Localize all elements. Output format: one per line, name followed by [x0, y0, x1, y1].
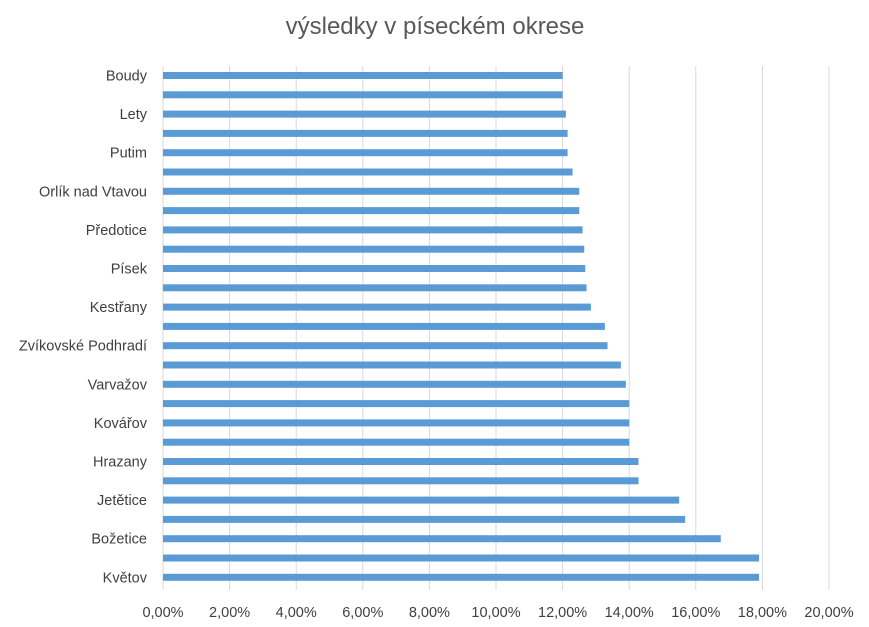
bar: [163, 515, 686, 523]
category-label: Kovářov: [94, 416, 148, 432]
x-tick-label: 12,00%: [538, 605, 587, 621]
x-tick-label: 8,00%: [409, 605, 450, 621]
x-tick-label: 4,00%: [276, 605, 317, 621]
bar: [163, 419, 630, 427]
x-tick-label: 6,00%: [342, 605, 383, 621]
x-axis-tick-labels: 0,00% 2,00% 4,00% 6,00% 8,00% 10,00% 12,00% 14,…: [142, 605, 853, 621]
category-label: Zvíkovské Podhradí: [19, 339, 147, 355]
category-label: Písek: [111, 262, 148, 278]
category-label: Předotice: [86, 223, 147, 239]
bar: [163, 129, 568, 137]
bar: [163, 72, 563, 79]
bar: [163, 554, 760, 562]
bar: [163, 245, 585, 253]
category-label: Kestřany: [90, 300, 148, 316]
bar: [163, 342, 608, 350]
bar: [163, 207, 580, 215]
bar: [163, 496, 680, 504]
bar: [163, 400, 630, 408]
category-label: Hrazany: [93, 455, 148, 471]
x-tick-label: 16,00%: [671, 605, 720, 621]
bar: [163, 187, 580, 195]
x-tick-label: 10,00%: [471, 605, 520, 621]
bar: [163, 303, 591, 311]
category-label: Varvažov: [88, 377, 148, 393]
x-tick-label: 2,00%: [209, 605, 250, 621]
x-tick-label: 18,00%: [738, 605, 787, 621]
category-label: Jetětice: [97, 493, 147, 509]
bar: [163, 458, 639, 465]
bar: [163, 380, 626, 388]
bar: [163, 110, 566, 118]
bar: [163, 168, 573, 176]
category-label: Orlík nad Vtavou: [39, 184, 147, 200]
bar: [163, 91, 563, 99]
bar: [163, 535, 721, 543]
bar: [163, 361, 621, 369]
bar: [163, 149, 568, 157]
x-tick-label: 14,00%: [605, 605, 654, 621]
bar: [163, 438, 630, 446]
x-tick-label: 0,00%: [142, 605, 183, 621]
category-label: Květov: [103, 570, 148, 586]
category-label: Boudy: [106, 69, 148, 85]
chart-title: výsledky v píseckém okrese: [286, 13, 585, 40]
bar: [163, 226, 583, 234]
bar-layer: [163, 72, 760, 581]
category-labels: Boudy Lety Putim Orlík nad Vtavou Předotice P…: [19, 69, 148, 587]
bar: [163, 322, 605, 330]
bar: [163, 573, 760, 581]
category-label: Lety: [120, 107, 148, 123]
bar: [163, 265, 586, 272]
x-tick-label: 20,00%: [804, 605, 853, 621]
category-label: Božetice: [91, 532, 147, 548]
bar: [163, 477, 639, 485]
bar: [163, 284, 587, 292]
category-label: Putim: [110, 146, 147, 162]
